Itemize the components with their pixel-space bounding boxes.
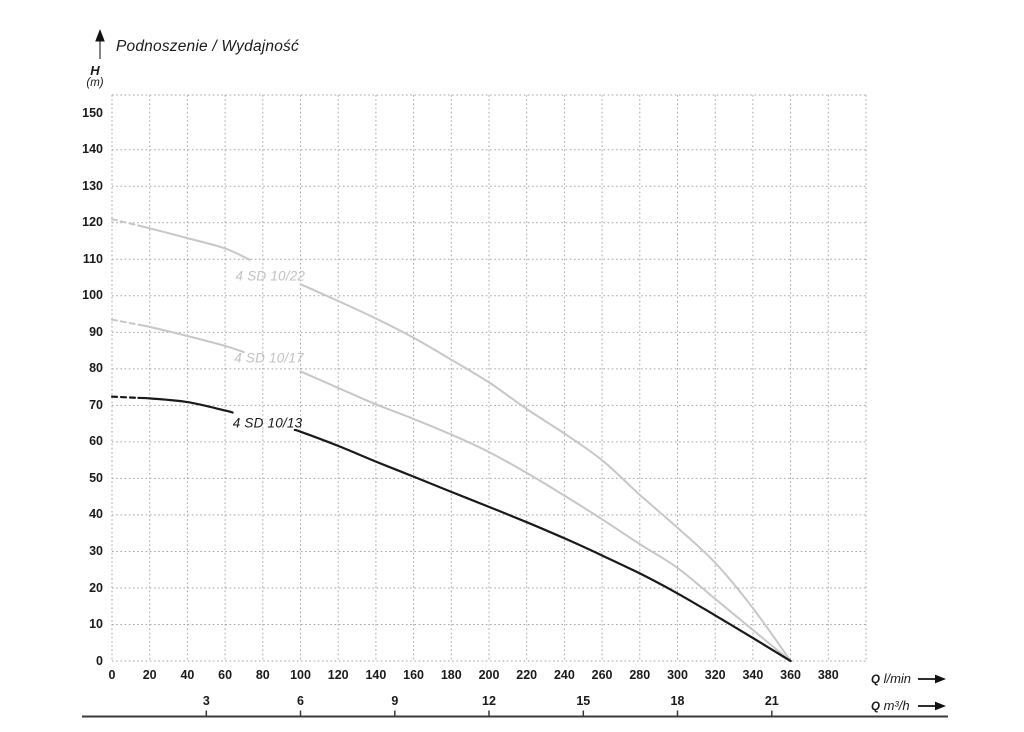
x-tick-label-lmin: 200 [478, 668, 500, 682]
y-tick-label: 30 [89, 544, 103, 558]
curve-solid-right [299, 283, 792, 662]
x-tick-label-lmin: 380 [817, 668, 839, 682]
y-tick-label: 90 [89, 324, 103, 339]
curve-4-sd-10-13 [110, 395, 792, 663]
chart-title: Podnoszenie / Wydajność [116, 38, 299, 55]
x-tick-label-m3h: 9 [391, 694, 399, 708]
x-tick-label-lmin: 20 [142, 668, 157, 682]
right-arrow-icon [918, 701, 946, 711]
up-arrow-icon [95, 29, 105, 59]
x-tick-label-lmin: 260 [591, 668, 613, 682]
curve-4-sd-10-17 [111, 318, 792, 662]
curve-solid-left [137, 396, 234, 414]
x-tick-label-lmin: 300 [667, 668, 688, 682]
q-symbol: Q [871, 674, 880, 686]
x-tick-label-lmin: 220 [516, 668, 538, 682]
curve-dashed-head [111, 218, 140, 227]
y-tick-label: 130 [82, 178, 103, 193]
x-tick-label-lmin: 80 [255, 668, 270, 682]
y-axis-symbol: H [90, 63, 100, 78]
q-symbol: Q [871, 701, 880, 713]
curve-solid-left [137, 323, 245, 354]
y-tick-label: 60 [89, 434, 103, 449]
x-tick-label-lmin: 0 [108, 668, 116, 682]
x-tick-label-lmin: 40 [180, 668, 195, 682]
m3h-unit: m³/h [883, 698, 910, 713]
x-tick-label-lmin: 240 [553, 668, 575, 682]
curve-4-sd-10-22 [111, 218, 792, 662]
x-tick-label-lmin: 120 [327, 668, 349, 682]
x-tick-label-lmin: 340 [742, 668, 764, 682]
y-tick-label: 20 [89, 580, 103, 595]
curve-solid-right [293, 428, 792, 663]
curve-label-4sd10-22: 4 SD 10/22 [235, 268, 306, 284]
x-tick-label-lmin: 140 [365, 668, 387, 682]
secondary-x-axis [82, 710, 948, 718]
y-tick-label: 150 [82, 105, 103, 120]
x-tick-label-m3h: 18 [670, 694, 685, 708]
x-tick-label-lmin: 280 [629, 668, 651, 682]
y-tick-label: 70 [89, 397, 103, 412]
x-tick-label-m3h: 12 [482, 694, 496, 708]
y-tick-label: 50 [89, 470, 103, 485]
x-tick-label-m3h: 3 [202, 694, 210, 708]
x-tick-label-m3h: 15 [576, 694, 591, 708]
y-tick-label: 140 [82, 142, 103, 157]
curve-solid-right [299, 370, 792, 662]
curve-label-4sd10-13: 4 SD 10/13 [232, 415, 303, 431]
y-tick-label: 80 [89, 361, 103, 376]
x-tick-label-lmin: 180 [440, 668, 462, 682]
right-arrow-icon [918, 674, 946, 684]
y-axis-unit: (m) [86, 77, 104, 89]
x-axis-label-lmin: Q l/min [871, 671, 911, 686]
grid-lines [111, 94, 867, 662]
x-tick-label-lmin: 360 [780, 668, 802, 682]
y-tick-label: 10 [89, 617, 103, 631]
x-tick-label-lmin: 160 [403, 668, 425, 682]
x-axis-label-m3h: Q m³/h [871, 698, 910, 713]
x-tick-label-lmin: 100 [290, 668, 311, 682]
curve-dashed-head [111, 318, 140, 326]
y-tick-label: 120 [82, 215, 103, 230]
y-tick-label: 0 [96, 653, 103, 668]
x-tick-label-lmin: 60 [218, 668, 233, 682]
y-tick-label: 100 [82, 288, 103, 303]
x-tick-label-m3h: 6 [297, 694, 304, 708]
x-tick-label-lmin: 320 [704, 668, 726, 682]
y-tick-label: 110 [82, 251, 103, 266]
y-tick-label: 40 [89, 507, 103, 522]
lmin-unit: l/min [883, 671, 912, 686]
x-tick-label-m3h: 21 [764, 694, 779, 708]
curve-label-4sd10-17: 4 SD 10/17 [234, 350, 304, 366]
curve-dashed-head [110, 395, 140, 399]
curve-solid-left [137, 224, 251, 261]
